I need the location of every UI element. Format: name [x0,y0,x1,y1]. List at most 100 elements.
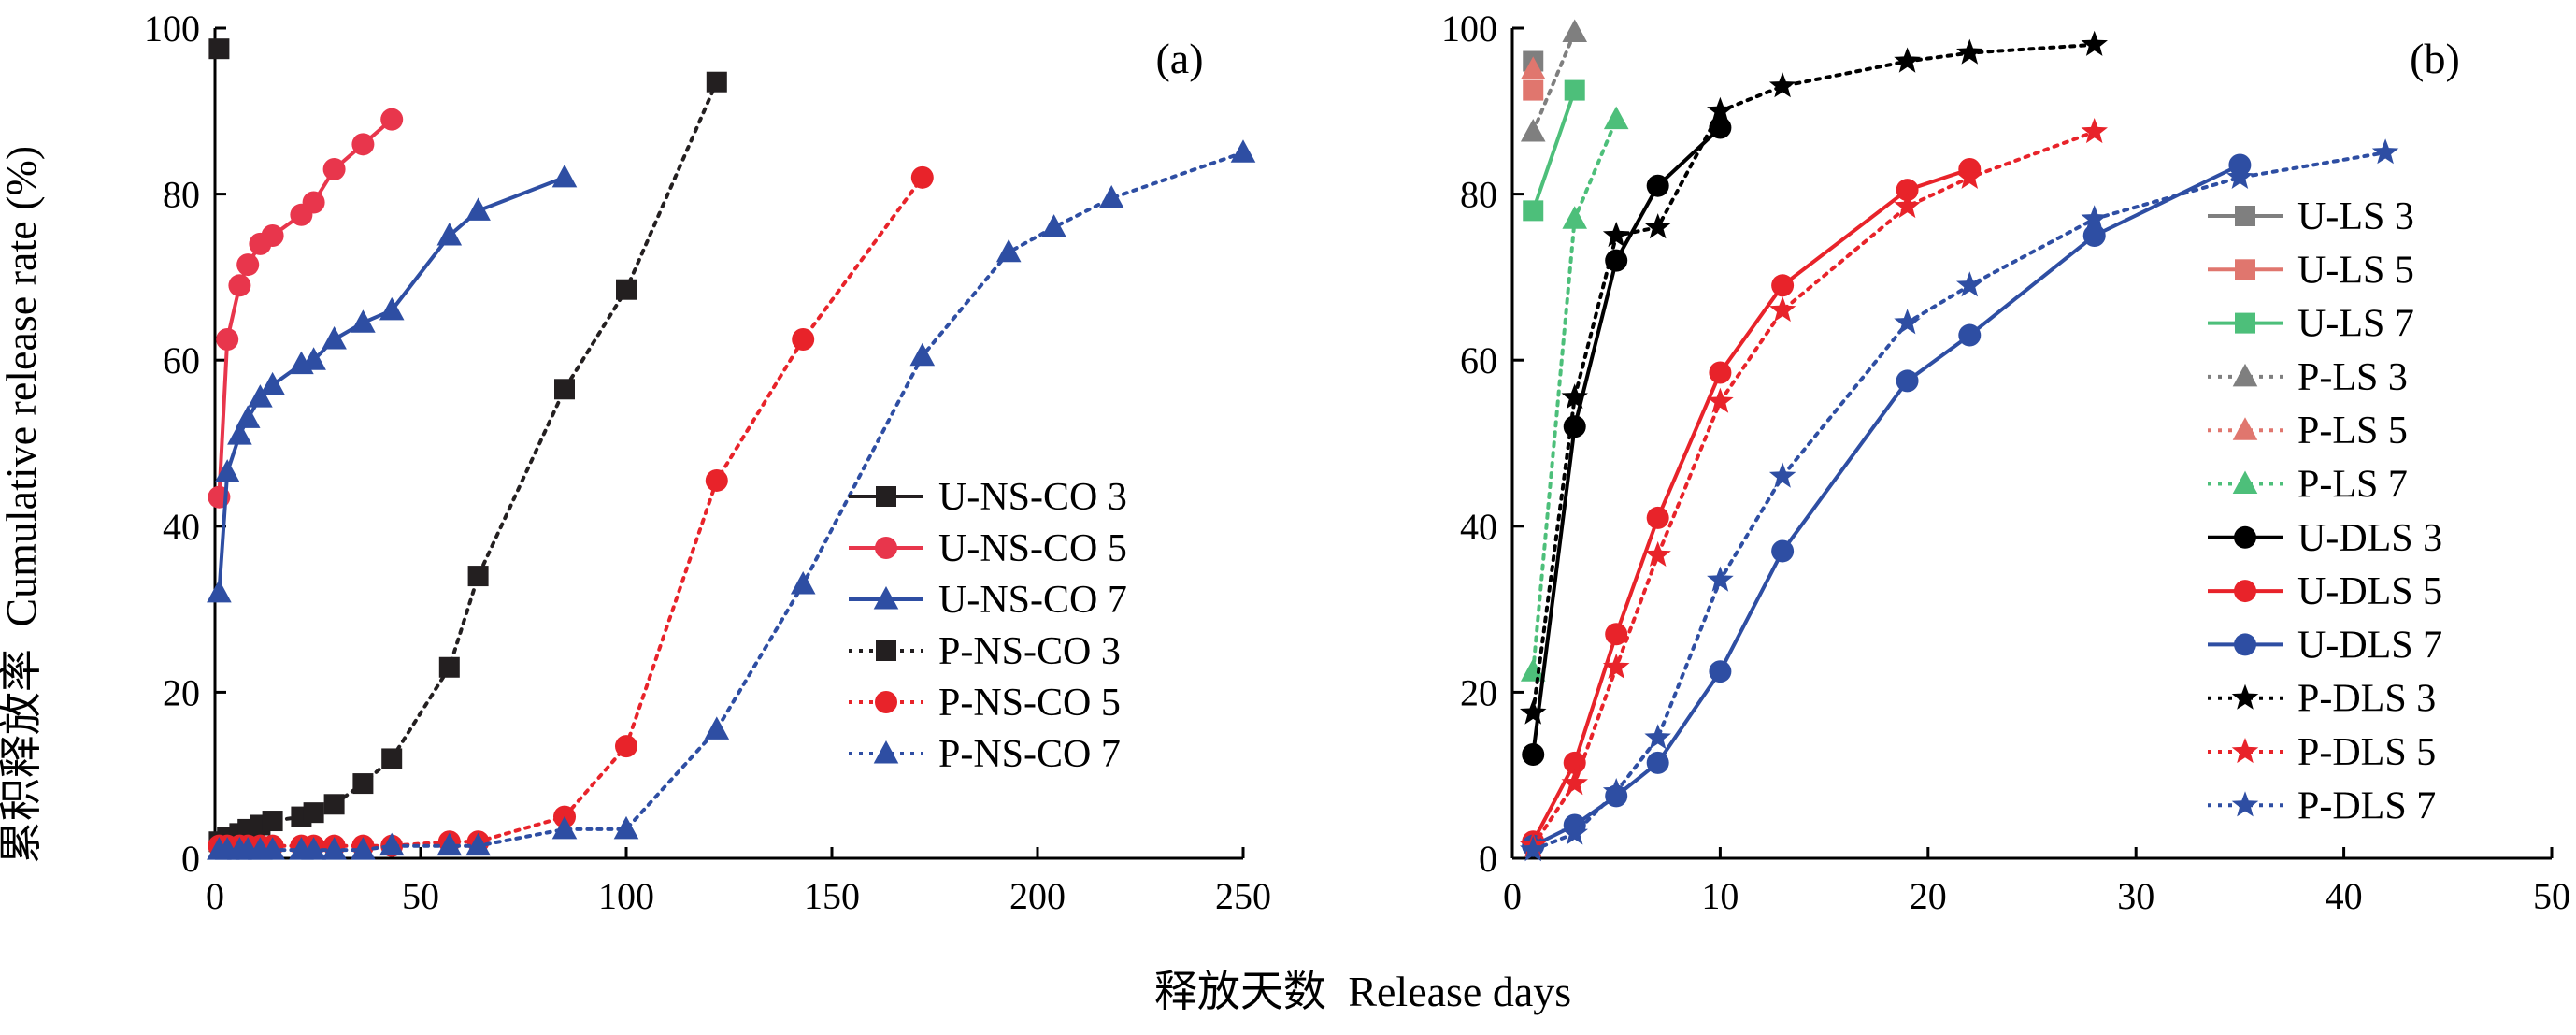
legend-item-p-ls-5: P-LS 5 [2208,410,2408,453]
panel-a-y-tick-label: 0 [181,838,200,880]
panel-b-x-tick-label: 10 [1701,875,1739,917]
data-point-p-ns-co-3-10 [381,748,403,769]
data-point-p-dls-3-8 [2081,30,2108,56]
data-point-p-dls-7-5 [1768,462,1796,488]
legend-marker-p-ns-co-3 [876,640,896,661]
legend-item-p-ls-7: P-LS 7 [2208,464,2408,507]
data-point-u-ns-co-7-0 [207,579,232,603]
data-point-u-dls-3-0 [1522,743,1545,766]
data-point-u-ns-co-7-4 [248,384,273,408]
series-p-dls-5 [1520,118,2108,857]
data-point-u-ns-co-7-7 [301,347,326,370]
legend-item-u-ns-co-5: U-NS-CO 5 [849,527,1127,570]
series-p-dls-7 [1520,138,2399,862]
legend-item-u-ns-co-3: U-NS-CO 3 [849,476,1127,519]
legend-item-p-dls-7: P-DLS 7 [2208,784,2436,827]
data-point-p-dls-7-2 [1602,778,1630,804]
x-axis-title-en: Release days [1348,968,1571,1015]
series-line-p-ns-co-3 [217,79,719,844]
legend-item-u-ls-7: U-LS 7 [2208,303,2414,346]
legend-marker-p-ns-co-7 [873,740,899,764]
panel-b-y-tick-label: 40 [1460,506,1497,548]
panel-b-x-tick-label: 0 [1503,875,1522,917]
series-p-ls-5 [1520,56,1546,79]
data-point-u-ns-co-7-11 [436,223,463,246]
data-point-p-ns-co-7-5 [260,837,285,860]
panel-b-legend: U-LS 3 U-LS 5 U-LS 7 P-LS 3 P-LS 5 P-LS 7 U-DL… [2208,195,2442,827]
data-point-u-dls-5-6 [1896,179,1919,202]
legend-label-p-dls-7: P-DLS 7 [2297,784,2436,827]
legend-marker-u-ns-co-5 [875,537,897,559]
data-point-u-ns-co-5-2 [228,274,251,297]
panel-a-x-tick-label: 250 [1215,875,1271,917]
panel-a-x-tick-label: 100 [598,875,654,917]
data-point-p-dls-3-4 [1707,96,1734,122]
data-point-u-ns-co-7-10 [379,296,405,321]
data-point-p-ns-co-3-14 [616,279,637,300]
data-point-p-ns-co-5-17 [910,165,934,189]
data-point-p-ls-7-2 [1603,106,1629,130]
data-point-p-ns-co-7-9 [351,837,376,860]
panel-b-y-tick-label: 100 [1441,7,1497,50]
data-point-u-ns-co-5-7 [302,191,325,214]
x-axis-title: 释放天数 Release days [1154,966,1571,1016]
data-point-p-dls-7-0 [1520,836,1547,862]
data-point-p-dls-3-1 [1561,383,1588,410]
data-point-u-ls-5-0 [1523,79,1544,101]
data-point-u-dls-5-4 [1709,361,1732,384]
data-point-p-ns-co-3-12 [467,566,489,587]
y-axis-title-cn: 累积释放率 [0,649,46,864]
panel-b-x-tick-label: 40 [2326,875,2363,917]
legend-label-u-ns-co-7: U-NS-CO 7 [938,579,1127,622]
y-axis-title-en: Cumulative release rate (%) [0,146,45,627]
panel-a-x-tick-label: 50 [402,875,439,917]
series-p-ns-co-5 [208,165,934,857]
legend-item-u-ns-co-7: U-NS-CO 7 [849,579,1127,622]
data-point-u-dls-7-4 [1709,660,1732,683]
legend-label-p-ns-co-5: P-NS-CO 5 [938,682,1121,725]
x-axis-title-cn: 释放天数 [1154,966,1326,1016]
data-point-u-ns-co-7-1 [214,459,240,482]
data-point-p-ls-7-1 [1562,206,1588,229]
data-point-u-dls-7-8 [2082,224,2106,247]
data-point-u-ns-co-5-3 [236,253,260,277]
panel-b-label: (b) [2410,35,2460,82]
panel-b-x-tick-label: 20 [1910,875,1947,917]
data-point-p-dls-7-4 [1707,566,1734,592]
legend-item-u-ls-5: U-LS 5 [2208,249,2414,292]
legend-item-u-dls-7: U-DLS 7 [2208,624,2442,667]
data-point-p-ns-co-7-18 [995,238,1022,263]
data-point-p-ns-co-5-16 [792,328,815,351]
data-point-u-dls-3-1 [1563,415,1586,438]
legend-marker-u-dls-7 [2234,633,2256,656]
data-point-p-ls-7-0 [1520,658,1546,682]
data-point-p-ns-co-7-11 [436,832,463,856]
data-point-u-ns-co-5-10 [380,108,404,131]
data-point-p-ls-5-0 [1520,56,1546,79]
data-point-u-dls-7-5 [1771,539,1795,563]
data-point-p-ls-3-0 [1520,119,1546,142]
panel-a-y-tick-label: 20 [163,671,200,713]
data-point-p-ns-co-7-15 [704,716,730,740]
data-point-u-ns-co-7-3 [235,405,261,428]
data-point-p-ns-co-7-20 [1098,185,1124,208]
panel-b-x-tick-label: 30 [2117,875,2154,917]
series-line-p-ns-co-5 [217,175,924,848]
panel-a-y-tick-label: 60 [163,339,200,381]
data-point-u-ns-co-7-2 [227,422,252,445]
data-point-p-ns-co-3-13 [554,379,575,400]
panel-a-y-tick-label: 40 [163,506,200,548]
panel-b-y-tick-label: 20 [1460,671,1497,713]
legend-label-p-ls-7: P-LS 7 [2297,464,2408,507]
legend-item-p-ns-co-5: P-NS-CO 5 [849,682,1121,725]
data-point-p-ns-co-7-19 [1041,214,1066,237]
legend-marker-u-ls-7 [2235,312,2255,334]
legend-label-p-ns-co-3: P-NS-CO 3 [938,630,1121,673]
legend-marker-p-ls-3 [2232,363,2258,387]
data-point-p-dls-7-3 [1644,724,1671,750]
legend-marker-p-ls-5 [2232,417,2258,440]
legend-label-p-ls-5: P-LS 5 [2297,410,2408,453]
data-point-u-dls-7-6 [1896,369,1919,393]
data-point-p-dls-5-6 [1894,192,1921,219]
data-point-p-ns-co-3-5 [262,811,283,832]
